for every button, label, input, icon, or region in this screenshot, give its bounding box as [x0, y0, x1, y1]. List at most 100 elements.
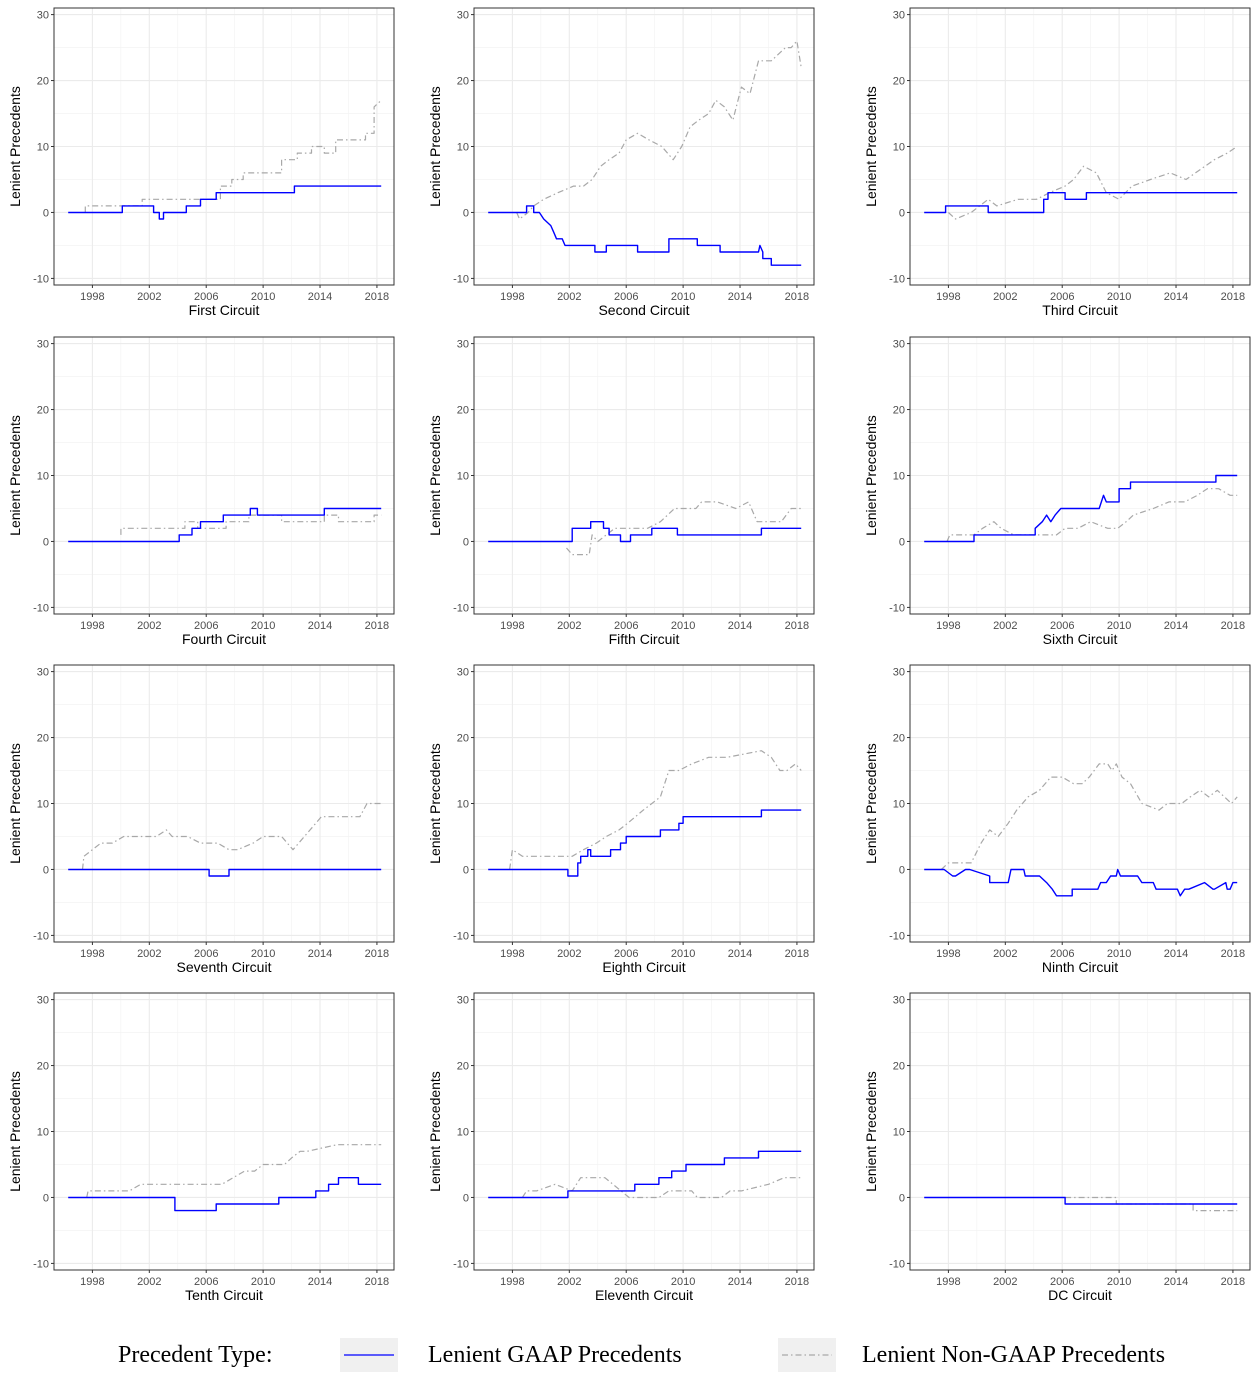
- x-tick-label: 2006: [1050, 291, 1074, 303]
- y-axis-title: Lenient Precedents: [427, 1071, 443, 1192]
- series-line-gaap: [68, 868, 382, 877]
- y-tick-label: -10: [33, 930, 49, 942]
- x-tick-label: 2010: [671, 1276, 695, 1288]
- y-tick-label: 0: [43, 536, 49, 548]
- panel-border: [909, 664, 1251, 943]
- panel-border: [473, 336, 815, 615]
- y-tick-label: 10: [893, 1127, 905, 1139]
- y-tick-label: 20: [893, 1061, 905, 1073]
- x-tick-label: 2002: [557, 948, 581, 960]
- x-tick-label: 1998: [500, 620, 524, 632]
- x-tick-label: 2014: [1164, 620, 1188, 632]
- series-line-gaap: [924, 868, 1238, 897]
- panel-border: [53, 7, 395, 286]
- y-axis-title: Lenient Precedents: [7, 1071, 23, 1192]
- x-axis-title: Ninth Circuit: [1042, 959, 1118, 975]
- x-tick-label: 2002: [557, 620, 581, 632]
- series-line-gaap: [488, 809, 802, 877]
- series-line-gaap: [68, 185, 382, 220]
- x-tick-label: 2018: [1221, 1276, 1245, 1288]
- y-tick-label: 10: [457, 142, 469, 154]
- x-tick-label: 2010: [1107, 291, 1131, 303]
- y-tick-label: 0: [43, 864, 49, 876]
- y-tick-label: 10: [37, 799, 49, 811]
- x-tick-label: 2014: [1164, 948, 1188, 960]
- panel-border: [473, 992, 815, 1271]
- y-tick-label: 0: [463, 1192, 469, 1204]
- x-tick-label: 2002: [557, 1276, 581, 1288]
- x-tick-label: 2018: [1221, 620, 1245, 632]
- panel-3: -10 0 10 20 30 1998 2002 2006 2010 2014 2018 Third …: [863, 7, 1251, 318]
- y-tick-label: 30: [37, 339, 49, 351]
- y-tick-label: -10: [889, 930, 905, 942]
- series-line-nongaap: [521, 1177, 802, 1199]
- panel-4: -10 0 10 20 30 1998 2002 2006 2010 2014 2018 Fourth…: [7, 336, 395, 647]
- x-tick-label: 2018: [365, 291, 389, 303]
- x-tick-label: 1998: [80, 948, 104, 960]
- x-tick-label: 2002: [993, 948, 1017, 960]
- x-tick-label: 2014: [1164, 291, 1188, 303]
- y-tick-label: 0: [43, 1192, 49, 1204]
- y-tick-label: 30: [457, 667, 469, 679]
- y-tick-label: 20: [457, 733, 469, 745]
- series-line-nongaap: [946, 488, 1238, 542]
- y-tick-label: -10: [453, 1258, 469, 1270]
- series-line-gaap: [488, 205, 802, 266]
- y-axis-title: Lenient Precedents: [863, 86, 879, 207]
- x-axis-title: Eighth Circuit: [602, 959, 685, 975]
- x-tick-label: 2014: [308, 1276, 332, 1288]
- y-tick-label: 30: [457, 339, 469, 351]
- y-tick-label: 20: [37, 76, 49, 88]
- legend-label-gaap: Lenient GAAP Precedents: [428, 1342, 682, 1368]
- x-tick-label: 2002: [993, 620, 1017, 632]
- x-tick-label: 2002: [137, 948, 161, 960]
- panel-border: [473, 7, 815, 286]
- y-tick-label: 0: [899, 864, 905, 876]
- y-tick-label: 20: [457, 76, 469, 88]
- y-tick-label: 10: [457, 1127, 469, 1139]
- y-axis-title: Lenient Precedents: [7, 415, 23, 536]
- y-tick-label: 30: [37, 667, 49, 679]
- y-tick-label: 30: [37, 10, 49, 22]
- series-line-nongaap: [120, 514, 382, 535]
- panel-border: [53, 664, 395, 943]
- x-tick-label: 2018: [785, 1276, 809, 1288]
- x-tick-label: 2006: [614, 291, 638, 303]
- x-tick-label: 2010: [1107, 620, 1131, 632]
- y-axis-title: Lenient Precedents: [7, 86, 23, 207]
- panel-border: [473, 664, 815, 943]
- x-tick-label: 2006: [1050, 620, 1074, 632]
- y-tick-label: -10: [33, 602, 49, 614]
- y-tick-label: 0: [899, 1192, 905, 1204]
- panel-7: -10 0 10 20 30 1998 2002 2006 2010 2014 2018 Sevent…: [7, 664, 395, 975]
- y-axis-title: Lenient Precedents: [863, 1071, 879, 1192]
- x-tick-label: 2018: [1221, 291, 1245, 303]
- legend: Precedent Type: Lenient GAAP Precedents …: [0, 1336, 1254, 1372]
- panel-5: -10 0 10 20 30 1998 2002 2006 2010 2014 2018 Fifth …: [427, 336, 815, 647]
- x-tick-label: 2018: [365, 620, 389, 632]
- y-tick-label: 0: [463, 536, 469, 548]
- y-tick-label: 30: [893, 10, 905, 22]
- y-axis-title: Lenient Precedents: [427, 415, 443, 536]
- y-tick-label: -10: [889, 1258, 905, 1270]
- series-line-nongaap: [516, 40, 802, 220]
- x-tick-label: 2006: [614, 1276, 638, 1288]
- x-tick-label: 2006: [194, 620, 218, 632]
- panel-11: -10 0 10 20 30 1998 2002 2006 2010 2014 2018 Eleven…: [427, 992, 815, 1303]
- y-axis-title: Lenient Precedents: [863, 743, 879, 864]
- series-line-gaap: [68, 507, 382, 543]
- x-tick-label: 2018: [785, 291, 809, 303]
- legend-key-nongaap: [778, 1338, 836, 1372]
- series-line-nongaap: [86, 1144, 382, 1198]
- series-line-gaap: [924, 1196, 1238, 1205]
- y-axis-title: Lenient Precedents: [7, 743, 23, 864]
- panel-12: -10 0 10 20 30 1998 2002 2006 2010 2014 2018 DC Cir…: [863, 992, 1251, 1303]
- x-axis-title: Eleventh Circuit: [595, 1287, 693, 1303]
- y-tick-label: 20: [893, 733, 905, 745]
- x-tick-label: 1998: [936, 948, 960, 960]
- legend-title: Precedent Type:: [118, 1342, 273, 1368]
- x-tick-label: 2018: [365, 1276, 389, 1288]
- x-tick-label: 2018: [785, 948, 809, 960]
- y-tick-label: 0: [899, 207, 905, 219]
